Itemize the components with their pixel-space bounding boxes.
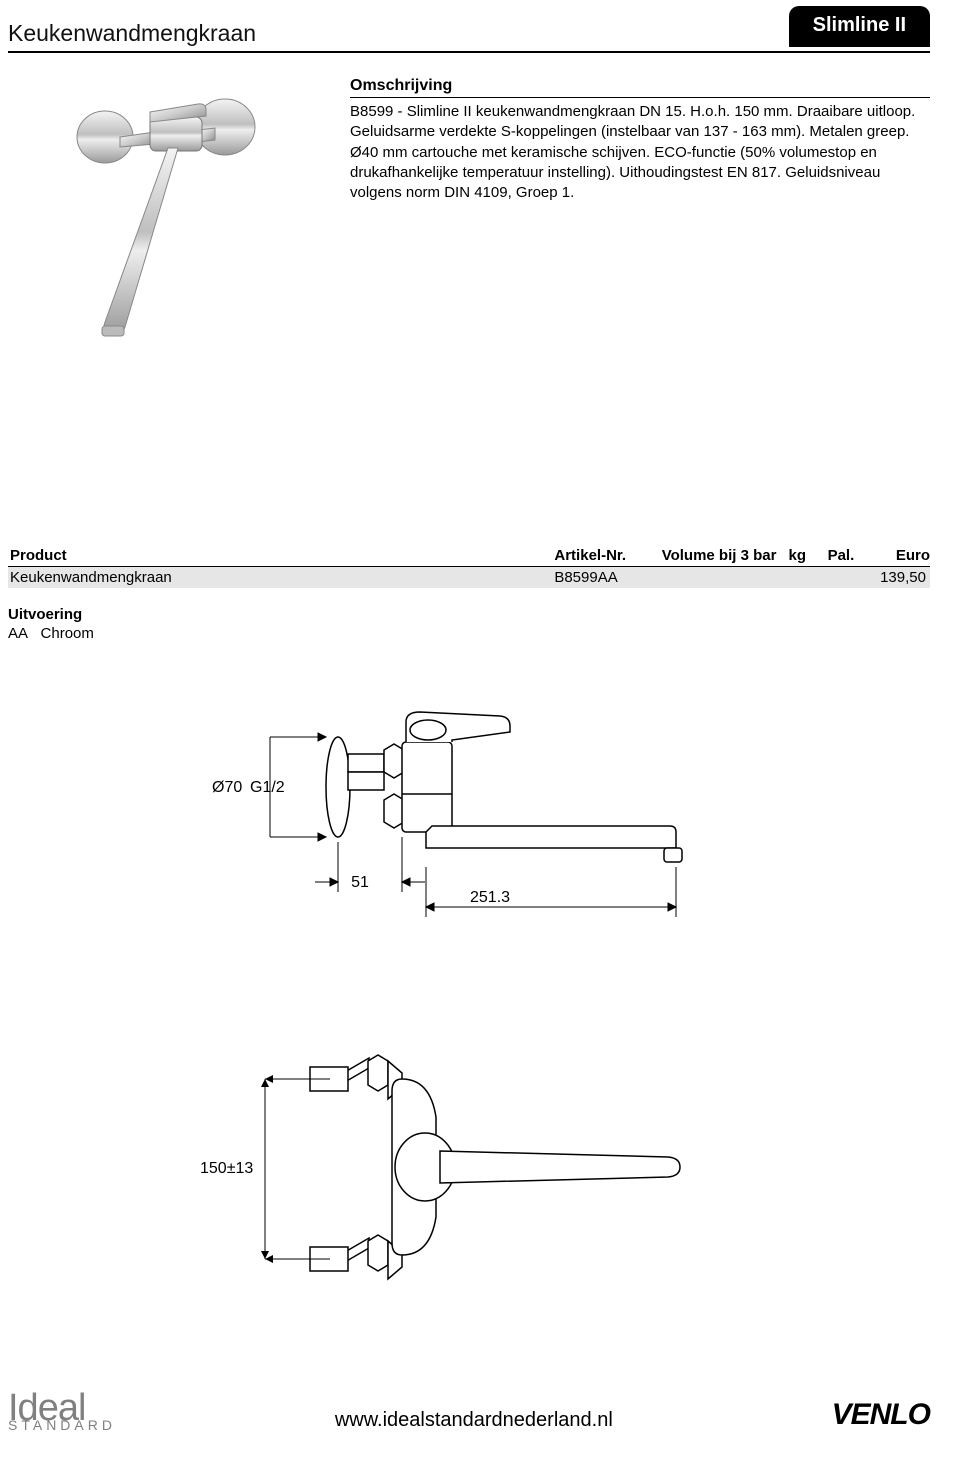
th-euro: Euro <box>871 547 930 564</box>
product-photo <box>50 77 310 347</box>
dim-thread: G1/2 <box>250 779 285 796</box>
uitvoering-block: Uitvoering AA Chroom <box>8 606 960 642</box>
dim-offset: 51 <box>351 874 369 891</box>
td-euro: 139,50 <box>871 569 930 586</box>
page-footer: Ideal STANDARD www.idealstandardnederlan… <box>0 1392 960 1436</box>
td-product: Keukenwandmengkraan <box>8 569 554 586</box>
th-volume: Volume bij 3 bar <box>662 547 789 564</box>
description-heading: Omschrijving <box>350 77 930 98</box>
dim-spout: 251.3 <box>470 889 510 906</box>
uitvoering-label: Uitvoering <box>8 606 960 623</box>
uitvoering-code: AA <box>8 625 28 642</box>
page-title: Keukenwandmengkraan <box>8 20 256 47</box>
header-rule <box>8 51 930 53</box>
th-kg: kg <box>789 547 828 564</box>
brand-venlo: VENLO <box>832 1398 930 1432</box>
td-volume <box>662 569 789 586</box>
description-block: Omschrijving B8599 - Slimline II keukenw… <box>350 77 930 347</box>
brand-standard: STANDARD <box>8 1420 116 1432</box>
brand-ideal-standard: Ideal STANDARD <box>8 1392 116 1432</box>
series-tab: Slimline II <box>789 6 930 47</box>
td-kg <box>788 569 827 586</box>
dim-spacing: 150±13 <box>200 1160 253 1177</box>
footer-url: www.idealstandardnederland.nl <box>335 1409 613 1432</box>
description-body: B8599 - Slimline II keukenwandmengkraan … <box>350 102 930 203</box>
product-table: Product Artikel-Nr. Volume bij 3 bar kg … <box>8 547 930 588</box>
dim-diameter: Ø70 <box>212 779 242 796</box>
td-artikel: B8599AA <box>554 569 661 586</box>
technical-drawing-side: Ø70 G1/2 51 <box>170 682 960 947</box>
th-pal: Pal. <box>828 547 872 564</box>
td-pal <box>827 569 871 586</box>
th-artikel: Artikel-Nr. <box>554 547 661 564</box>
page-header: Keukenwandmengkraan Slimline II <box>0 6 960 47</box>
uitvoering-value: Chroom <box>41 625 94 642</box>
technical-drawing-top: 150±13 <box>170 1017 960 1322</box>
table-row: Keukenwandmengkraan B8599AA 139,50 <box>8 567 930 588</box>
th-product: Product <box>8 547 554 564</box>
